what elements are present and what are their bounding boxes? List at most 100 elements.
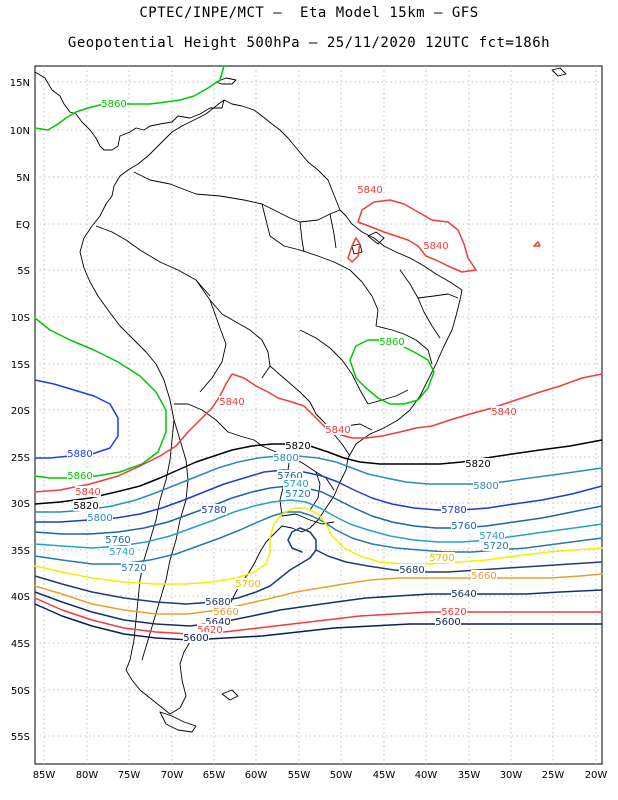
contour-label-bg — [105, 534, 131, 545]
contour-label-bg — [399, 564, 425, 575]
border-line — [375, 325, 433, 365]
contour-label-bg — [451, 588, 477, 599]
lat-label: 10N — [10, 126, 30, 137]
lon-label: 55W — [288, 770, 311, 781]
graticule — [35, 66, 602, 764]
contour-label-bg — [109, 546, 135, 557]
contour-label: 5820 — [73, 501, 98, 512]
tierra-del-fuego — [159, 711, 197, 733]
contour-5760-line — [34, 485, 603, 535]
longitude-labels: 85W 80W 75W 70W 65W 60W 55W 50W 45W 40W … — [33, 770, 608, 781]
contour-5700-line — [34, 507, 603, 585]
border-line — [141, 419, 189, 661]
border-line — [261, 203, 351, 271]
lat-label: 20S — [11, 406, 30, 417]
lon-label: 75W — [118, 770, 141, 781]
contour-5840-line — [533, 241, 541, 247]
contour-label: 5740 — [283, 479, 308, 490]
contour-label: 5880 — [67, 449, 92, 460]
lat-label: 5N — [16, 173, 30, 184]
lon-label: 80W — [76, 770, 99, 781]
contour-label-bg — [183, 632, 209, 643]
contour-label-bg — [197, 624, 223, 635]
contour-label: 5840 — [357, 185, 382, 196]
contour-label-bg — [471, 570, 497, 581]
contour-5640-line — [34, 589, 603, 627]
contour-label-bg — [273, 452, 299, 463]
contour-label-bg — [121, 562, 147, 573]
contour-label: 5620 — [441, 607, 466, 618]
lat-label: 50S — [11, 686, 30, 697]
contour-label: 5720 — [285, 489, 310, 500]
contour-label: 5840 — [219, 397, 244, 408]
contour-label-bg — [285, 488, 311, 499]
contour-label-bg — [491, 406, 517, 417]
contour-label: 5660 — [471, 571, 496, 582]
contour-label: 5640 — [205, 617, 230, 628]
contour-label-bg — [357, 184, 383, 195]
contour-label: 5800 — [273, 453, 298, 464]
contour-label-bg — [67, 470, 93, 481]
contour-label-bg — [465, 458, 491, 469]
small-island — [367, 231, 385, 245]
contour-labels: 5860 5840 5840 5860 5840 5840 5840 5880 5860 5840… — [67, 98, 517, 644]
contour-label: 5720 — [483, 541, 508, 552]
contour-label: 5760 — [277, 471, 302, 482]
lat-label: 35S — [11, 546, 30, 557]
contour-5860-line — [34, 65, 225, 131]
contour-label-bg — [201, 504, 227, 515]
contour-label: 5740 — [109, 547, 134, 558]
contour-label-bg — [451, 520, 477, 531]
falkland-islands — [221, 689, 239, 701]
contour-label: 5620 — [197, 625, 222, 636]
lon-label: 70W — [161, 770, 184, 781]
contour-label: 5840 — [75, 487, 100, 498]
border-line — [329, 213, 337, 249]
lon-label: 85W — [33, 770, 56, 781]
lat-label: 45S — [11, 639, 30, 650]
contour-5840-line — [34, 373, 603, 493]
lon-label: 50W — [330, 770, 353, 781]
contour-label-bg — [213, 606, 239, 617]
border-line — [199, 299, 227, 393]
contour-5840-line — [357, 199, 477, 273]
latitude-labels: 15N 10N 5N EQ 5S 10S 15S 20S 25S 30S 35S… — [10, 78, 30, 743]
contour-label-bg — [235, 578, 261, 589]
contour-label: 5680 — [399, 565, 424, 576]
map-title-line-2: Geopotential Height 500hPa – 25/11/2020 … — [67, 35, 551, 51]
border-line — [417, 293, 459, 299]
contour-label-bg — [325, 424, 351, 435]
contour-5600-line — [34, 603, 603, 641]
contour-label: 5780 — [201, 505, 226, 516]
contour-label: 5840 — [325, 425, 350, 436]
contour-lines — [34, 65, 603, 641]
contour-label: 5860 — [67, 471, 92, 482]
central-america-outline — [34, 71, 225, 151]
lon-label: 40W — [415, 770, 438, 781]
border-line — [95, 225, 211, 297]
contour-label: 5800 — [87, 513, 112, 524]
contour-label-bg — [75, 486, 101, 497]
contour-label-bg — [423, 240, 449, 251]
contour-label-bg — [73, 500, 99, 511]
lat-label: 25S — [11, 453, 30, 464]
contour-label-bg — [441, 606, 467, 617]
contour-label: 5840 — [423, 241, 448, 252]
contour-5840-line — [347, 237, 361, 263]
border-line — [299, 329, 369, 405]
contour-label: 5840 — [491, 407, 516, 418]
lat-label: 55S — [11, 732, 30, 743]
border-line — [174, 403, 263, 447]
lon-label: 30W — [500, 770, 523, 781]
contour-label-bg — [219, 396, 245, 407]
border-line — [399, 269, 441, 339]
contour-label: 5700 — [235, 579, 260, 590]
lat-label: EQ — [16, 220, 30, 231]
contour-5660-line — [34, 573, 603, 615]
contour-label: 5820 — [285, 441, 310, 452]
lat-label: 15N — [10, 78, 30, 89]
lon-label: 25W — [542, 770, 565, 781]
contour-5800-line — [34, 455, 603, 513]
border-line — [349, 269, 379, 327]
